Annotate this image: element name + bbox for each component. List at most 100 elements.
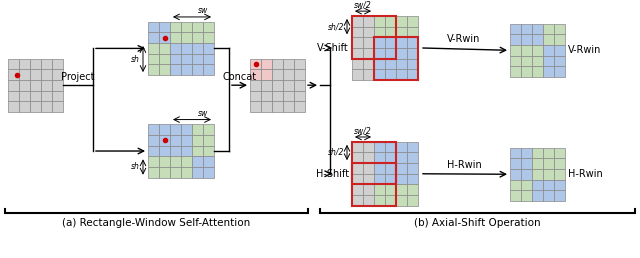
Bar <box>148 156 159 167</box>
Bar <box>272 101 283 112</box>
Bar <box>148 64 159 75</box>
Bar <box>521 34 532 45</box>
Bar <box>261 101 272 112</box>
Bar <box>8 91 19 101</box>
Bar <box>363 174 374 184</box>
Bar <box>510 180 521 190</box>
Bar <box>148 43 159 54</box>
Bar <box>407 27 418 37</box>
Bar <box>407 142 418 152</box>
Bar <box>181 33 192 43</box>
Bar <box>352 48 363 59</box>
Bar <box>19 59 30 69</box>
Bar <box>396 163 407 174</box>
Text: sh/2: sh/2 <box>328 22 344 31</box>
Bar <box>352 163 363 174</box>
Bar <box>396 174 407 184</box>
Bar <box>374 37 385 48</box>
Bar <box>363 69 374 80</box>
Bar <box>159 146 170 156</box>
Bar <box>352 163 396 206</box>
Bar <box>8 59 19 69</box>
Bar <box>363 142 374 152</box>
Bar <box>148 22 159 33</box>
Bar <box>181 135 192 146</box>
Bar <box>272 59 283 69</box>
Bar <box>181 22 192 33</box>
Bar <box>532 34 543 45</box>
Bar <box>521 56 532 66</box>
Text: V-Rwin: V-Rwin <box>568 45 602 55</box>
Bar <box>148 33 159 43</box>
Bar <box>41 59 52 69</box>
Bar <box>532 56 543 66</box>
Bar <box>170 167 181 178</box>
Bar <box>203 156 214 167</box>
Text: H-Shift: H-Shift <box>316 169 349 179</box>
Bar <box>396 48 407 59</box>
Bar <box>385 16 396 27</box>
Bar <box>385 48 396 59</box>
Bar <box>8 69 19 80</box>
Bar <box>385 163 396 174</box>
Bar <box>554 169 565 180</box>
Bar <box>294 91 305 101</box>
Bar <box>170 33 181 43</box>
Text: sh: sh <box>131 54 140 63</box>
Text: sh/2: sh/2 <box>328 148 344 157</box>
Bar <box>19 91 30 101</box>
Bar <box>396 184 407 195</box>
Bar <box>374 16 385 27</box>
Bar <box>532 24 543 34</box>
Bar <box>192 124 203 135</box>
Text: H-Rwin: H-Rwin <box>568 169 603 179</box>
Bar <box>532 169 543 180</box>
Bar <box>52 69 63 80</box>
Bar <box>363 37 374 48</box>
Bar <box>352 27 363 37</box>
Bar <box>363 16 374 27</box>
Bar <box>250 80 261 91</box>
Bar <box>283 80 294 91</box>
Bar <box>8 101 19 112</box>
Bar <box>148 135 159 146</box>
Text: H-Rwin: H-Rwin <box>447 160 481 170</box>
Bar <box>554 34 565 45</box>
Bar <box>30 80 41 91</box>
Text: V-Rwin: V-Rwin <box>447 34 481 44</box>
Text: Project: Project <box>61 72 95 82</box>
Bar <box>261 69 272 80</box>
Bar <box>181 54 192 64</box>
Bar <box>532 180 543 190</box>
Bar <box>294 101 305 112</box>
Bar <box>52 59 63 69</box>
Bar <box>148 124 159 135</box>
Bar <box>272 80 283 91</box>
Bar <box>52 91 63 101</box>
Bar <box>407 174 418 184</box>
Bar <box>159 43 170 54</box>
Bar <box>407 184 418 195</box>
Bar <box>181 167 192 178</box>
Bar <box>148 146 159 156</box>
Bar <box>52 101 63 112</box>
Bar <box>159 22 170 33</box>
Bar <box>543 34 554 45</box>
Bar <box>170 124 181 135</box>
Bar <box>543 66 554 77</box>
Bar <box>352 142 363 152</box>
Bar <box>272 91 283 101</box>
Bar <box>261 91 272 101</box>
Bar <box>363 152 374 163</box>
Bar <box>363 59 374 69</box>
Bar <box>170 54 181 64</box>
Bar <box>543 180 554 190</box>
Text: sw: sw <box>198 6 208 15</box>
Bar <box>41 101 52 112</box>
Bar <box>148 167 159 178</box>
Bar <box>294 59 305 69</box>
Bar <box>192 64 203 75</box>
Bar <box>407 59 418 69</box>
Bar <box>192 156 203 167</box>
Bar <box>521 180 532 190</box>
